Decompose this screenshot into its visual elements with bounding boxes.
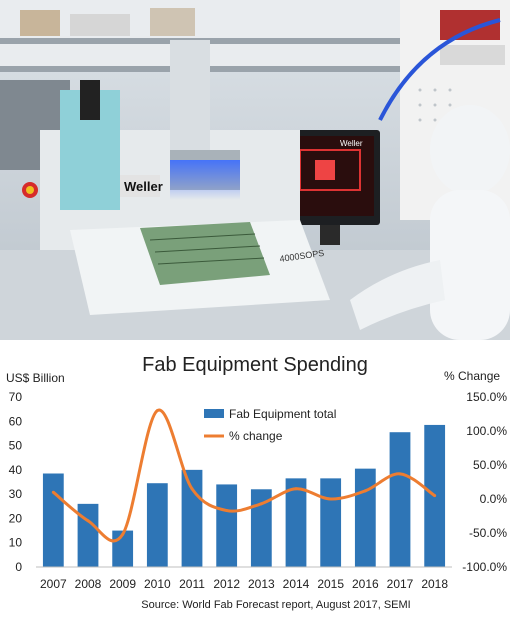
- pct-change-point-2007: [51, 490, 55, 494]
- bar-2015: [320, 478, 342, 567]
- bar-2007: [42, 473, 64, 567]
- pct-change-point-2015: [329, 497, 333, 501]
- bar-2010: [146, 483, 168, 567]
- pct-change-point-2016: [363, 489, 367, 493]
- pct-change-point-2018: [433, 494, 437, 498]
- pct-change-point-2014: [294, 487, 298, 491]
- y-right-axis-label: % Change: [444, 369, 500, 383]
- y-left-tick-label: 40: [9, 463, 23, 477]
- x-tick-label: 2012: [213, 577, 240, 591]
- x-tick-label: 2018: [421, 577, 448, 591]
- pct-change-point-2012: [225, 509, 229, 513]
- legend-swatch-bars: [204, 409, 224, 418]
- y-left-tick-label: 60: [9, 414, 23, 428]
- legend-label-bars: Fab Equipment total: [229, 407, 336, 421]
- y-left-tick-label: 0: [15, 560, 22, 574]
- x-tick-label: 2017: [387, 577, 414, 591]
- pct-change-point-2013: [259, 502, 263, 506]
- x-tick-label: 2014: [283, 577, 310, 591]
- pct-change-point-2008: [86, 519, 90, 523]
- pct-change-point-2010: [155, 409, 159, 413]
- y-right-tick-label: -100.0%: [462, 560, 507, 574]
- legend-label-line: % change: [229, 429, 283, 443]
- pct-change-point-2009: [121, 532, 125, 536]
- y-right-tick-label: 100.0%: [466, 424, 507, 438]
- y-left-axis-label: US$ Billion: [6, 371, 65, 385]
- fab-spending-chart: Fab Equipment Spending US$ Billion % Cha…: [0, 340, 510, 615]
- y-left-tick-label: 10: [9, 536, 23, 550]
- bar-2016: [354, 468, 376, 567]
- pct-change-point-2017: [398, 472, 402, 476]
- bar-2014: [285, 478, 307, 567]
- x-tick-label: 2013: [248, 577, 275, 591]
- y-right-tick-label: 50.0%: [473, 458, 507, 472]
- bar-2012: [216, 484, 238, 567]
- x-tick-label: 2010: [144, 577, 171, 591]
- y-right-tick-label: 150.0%: [466, 390, 507, 404]
- x-tick-label: 2011: [179, 577, 205, 591]
- lab-photo-drawing: Weller Weller 4000SOPS: [0, 0, 510, 340]
- x-tick-label: 2007: [40, 577, 67, 591]
- chart-title: Fab Equipment Spending: [142, 354, 368, 376]
- y-left-tick-label: 20: [9, 511, 23, 525]
- x-tick-label: 2016: [352, 577, 379, 591]
- bar-2011: [181, 469, 203, 567]
- legend: Fab Equipment total % change: [204, 407, 336, 443]
- pct-change-point-2011: [190, 487, 194, 491]
- monitor-brand: Weller: [340, 139, 363, 148]
- y-left-tick-label: 70: [9, 390, 23, 404]
- chart-canvas: Fab Equipment Spending US$ Billion % Cha…: [6, 354, 508, 611]
- plot-area: 0 10 20 30 40 50 60 70 -100.0% -50.0% 0.0% 50.0% 100…: [9, 390, 508, 591]
- lab-photo: Weller Weller 4000SOPS: [0, 0, 510, 340]
- bar-2013: [250, 489, 272, 567]
- source-note: Source: World Fab Forecast report, Augus…: [141, 599, 410, 611]
- x-tick-label: 2008: [75, 577, 102, 591]
- y-left-tick-label: 50: [9, 439, 23, 453]
- y-right-tick-label: 0.0%: [480, 492, 508, 506]
- y-left-tick-label: 30: [9, 487, 23, 501]
- x-tick-label: 2015: [317, 577, 344, 591]
- bar-2008: [77, 503, 99, 567]
- bar-2017: [389, 432, 411, 567]
- x-tick-label: 2009: [109, 577, 136, 591]
- machine-brand: Weller: [124, 179, 163, 194]
- y-right-tick-label: -50.0%: [469, 526, 507, 540]
